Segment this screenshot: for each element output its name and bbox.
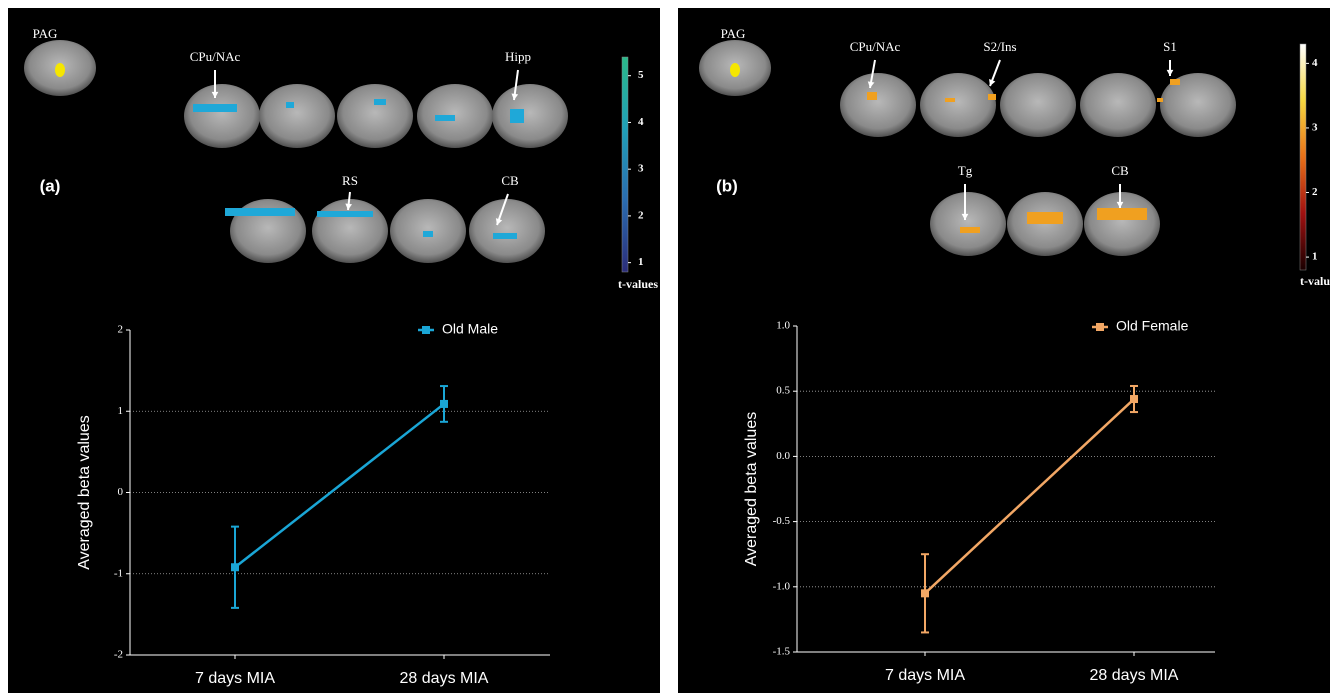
region-label: S1 bbox=[1163, 39, 1177, 54]
colorbar-tick-label: 4 bbox=[638, 116, 644, 128]
brain-slice bbox=[840, 73, 916, 137]
x-tick-label: 28 days MIA bbox=[1090, 667, 1179, 684]
colorbar bbox=[1300, 44, 1306, 270]
region-label: S2/Ins bbox=[983, 39, 1016, 54]
activation-cluster bbox=[1097, 208, 1147, 220]
x-tick-label: 7 days MIA bbox=[195, 670, 275, 687]
y-tick-label: 0 bbox=[118, 486, 124, 498]
panel-label: (a) bbox=[40, 176, 61, 195]
legend-label: Old Male bbox=[442, 321, 498, 337]
activation-cluster bbox=[960, 227, 980, 233]
legend-marker bbox=[1096, 323, 1104, 331]
activation-cluster bbox=[225, 208, 295, 216]
pag-thumbnail bbox=[24, 40, 96, 96]
brain-slice bbox=[930, 192, 1006, 256]
y-tick-label: -2 bbox=[114, 649, 123, 661]
region-label: Hipp bbox=[505, 49, 531, 64]
y-tick-label: 2 bbox=[118, 324, 124, 336]
y-tick-label: 0.5 bbox=[776, 385, 790, 397]
figure: PAG CPu/NAc Hipp RS CB (a) 1 2 3 4 5 t-values PAG CPu… bbox=[0, 0, 1330, 693]
region-label: CPu/NAc bbox=[190, 49, 241, 64]
region-label: PAG bbox=[721, 26, 746, 41]
brain-slice bbox=[1080, 73, 1156, 137]
region-label: CPu/NAc bbox=[850, 39, 901, 54]
page: {"chart_data": [ {"type": "line", "categ… bbox=[0, 0, 1330, 693]
brain-slice bbox=[259, 84, 335, 148]
y-tick-label: 0.0 bbox=[776, 450, 790, 462]
activation-cluster bbox=[1157, 98, 1163, 102]
colorbar-title: t-values bbox=[618, 277, 658, 291]
region-label: CB bbox=[1111, 163, 1129, 178]
activation-cluster bbox=[317, 211, 373, 217]
activation-cluster bbox=[193, 104, 237, 112]
activation-cluster bbox=[1027, 212, 1063, 224]
region-label: RS bbox=[342, 173, 358, 188]
activation-cluster bbox=[493, 233, 517, 239]
colorbar-tick-label: 5 bbox=[638, 69, 644, 81]
y-tick-label: 1 bbox=[118, 405, 124, 417]
pag-thumbnail bbox=[699, 40, 771, 96]
colorbar-tick-label: 1 bbox=[1312, 251, 1318, 263]
colorbar-tick-label: 3 bbox=[1312, 121, 1318, 133]
pag-highlight bbox=[730, 63, 740, 77]
legend-label: Old Female bbox=[1116, 318, 1189, 334]
data-point bbox=[1130, 395, 1138, 403]
activation-cluster bbox=[374, 99, 386, 105]
colorbar-tick-label: 4 bbox=[1312, 57, 1318, 69]
panel-label: (b) bbox=[716, 176, 738, 195]
x-tick-label: 7 days MIA bbox=[885, 667, 965, 684]
activation-cluster bbox=[988, 94, 996, 100]
brain-slice bbox=[184, 84, 260, 148]
region-label: CB bbox=[501, 173, 519, 188]
data-point bbox=[231, 563, 239, 571]
data-point bbox=[440, 400, 448, 408]
y-tick-label: 1.0 bbox=[776, 320, 790, 332]
region-label: Tg bbox=[958, 163, 973, 178]
y-axis-label: Averaged beta values bbox=[743, 412, 760, 566]
y-tick-label: -1.5 bbox=[773, 646, 791, 658]
colorbar bbox=[622, 57, 628, 272]
y-tick-label: -1 bbox=[114, 567, 123, 579]
colorbar-tick-label: 2 bbox=[1312, 186, 1318, 198]
activation-cluster bbox=[435, 115, 455, 121]
colorbar-tick-label: 2 bbox=[638, 209, 644, 221]
brain-slice bbox=[312, 199, 388, 263]
activation-cluster bbox=[945, 98, 955, 102]
activation-cluster bbox=[510, 109, 524, 123]
colorbar-tick-label: 1 bbox=[638, 256, 644, 268]
y-tick-label: -1.0 bbox=[773, 580, 791, 592]
colorbar-title: t-values bbox=[1300, 274, 1330, 288]
y-tick-label: -0.5 bbox=[773, 515, 791, 527]
brain-slice bbox=[1084, 192, 1160, 256]
legend-marker bbox=[422, 326, 430, 334]
brain-slice bbox=[492, 84, 568, 148]
brain-slice bbox=[920, 73, 996, 137]
brain-slice bbox=[469, 199, 545, 263]
activation-cluster bbox=[1170, 79, 1180, 85]
activation-cluster bbox=[286, 102, 294, 108]
brain-slice bbox=[1000, 73, 1076, 137]
activation-cluster bbox=[423, 231, 433, 237]
pag-highlight bbox=[55, 63, 65, 77]
brain-slice bbox=[337, 84, 413, 148]
x-tick-label: 28 days MIA bbox=[400, 670, 489, 687]
region-label: PAG bbox=[33, 26, 58, 41]
activation-cluster bbox=[867, 92, 877, 100]
colorbar-tick-label: 3 bbox=[638, 163, 644, 175]
data-point bbox=[921, 589, 929, 597]
y-axis-label: Averaged beta values bbox=[76, 415, 93, 569]
